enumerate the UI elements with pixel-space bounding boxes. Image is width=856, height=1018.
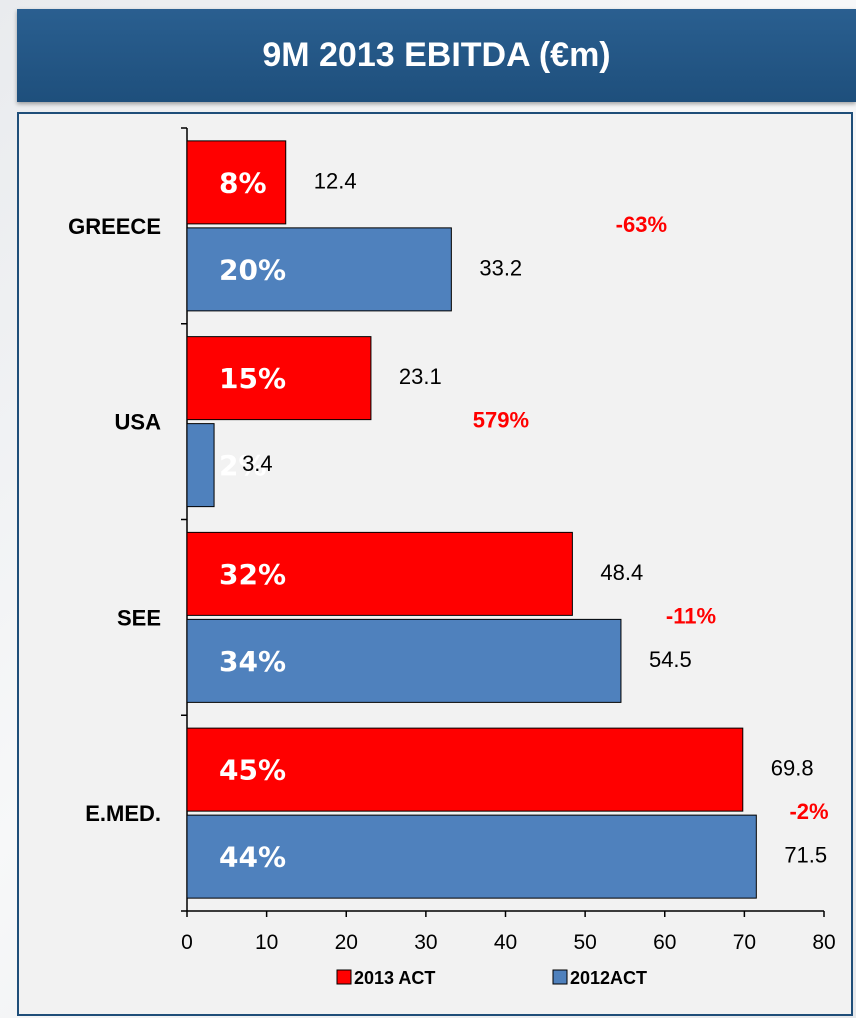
x-tick-label: 40 bbox=[494, 931, 517, 954]
change-label: -2% bbox=[789, 799, 828, 824]
change-label: -11% bbox=[666, 603, 716, 628]
bar-chart: 0 10 20 30 40 50 60 70 80 GREECE 8% 12.4 20% 33.2 -63%… bbox=[68, 127, 836, 988]
x-tick-label: 70 bbox=[733, 931, 756, 954]
x-tick-label: 50 bbox=[573, 931, 596, 954]
change-label: 579% bbox=[473, 408, 529, 433]
bar-value-label: 3.4 bbox=[242, 451, 273, 476]
x-tick-label: 10 bbox=[255, 931, 278, 954]
bar bbox=[186, 814, 757, 899]
category-label: E.MED. bbox=[85, 801, 161, 826]
bar-share-label: 20% bbox=[219, 253, 286, 286]
bar-value-label: 23.1 bbox=[399, 364, 442, 389]
bar-share-label: 8% bbox=[219, 166, 267, 199]
bar-share-label: 15% bbox=[219, 362, 286, 395]
bar-value-label: 48.4 bbox=[600, 560, 643, 585]
chart-header: 9M 2013 EBITDA (€m) bbox=[17, 9, 856, 102]
bar-value-label: 12.4 bbox=[314, 168, 357, 193]
bar bbox=[186, 727, 744, 812]
category-label: GREECE bbox=[68, 214, 161, 239]
bar-share-label: 34% bbox=[219, 645, 286, 678]
chart-title: 9M 2013 EBITDA (€m) bbox=[262, 36, 611, 74]
bar-share-label: 44% bbox=[219, 841, 286, 874]
change-label: -63% bbox=[616, 212, 667, 237]
bar bbox=[186, 336, 372, 421]
bar bbox=[186, 227, 452, 312]
legend-swatch bbox=[552, 969, 568, 985]
legend-label: 2013 ACT bbox=[354, 968, 435, 988]
x-tick-label: 30 bbox=[414, 931, 437, 954]
bar-value-label: 54.5 bbox=[649, 647, 692, 672]
bar-share-label: 2% bbox=[219, 449, 267, 482]
category-label: USA bbox=[115, 410, 162, 435]
chart-panel: 0 10 20 30 40 50 60 70 80 GREECE 8% 12.4 20% 33.2 -63%… bbox=[17, 112, 853, 1016]
bar-value-label: 69.8 bbox=[771, 756, 814, 781]
legend-label: 2012ACT bbox=[570, 968, 647, 988]
bar bbox=[186, 531, 573, 616]
bar bbox=[186, 618, 622, 703]
bar-share-label: 45% bbox=[219, 754, 286, 787]
legend-swatch bbox=[336, 969, 352, 985]
x-tick-label: 0 bbox=[181, 931, 193, 954]
bar bbox=[186, 423, 215, 508]
bar-value-label: 71.5 bbox=[784, 843, 827, 868]
bar bbox=[186, 140, 287, 225]
bar-value-label: 33.2 bbox=[479, 255, 522, 280]
category-label: SEE bbox=[117, 605, 161, 630]
x-tick-label: 80 bbox=[812, 931, 835, 954]
x-tick-label: 20 bbox=[335, 931, 358, 954]
x-tick-label: 60 bbox=[653, 931, 676, 954]
bar-share-label: 32% bbox=[219, 558, 286, 591]
